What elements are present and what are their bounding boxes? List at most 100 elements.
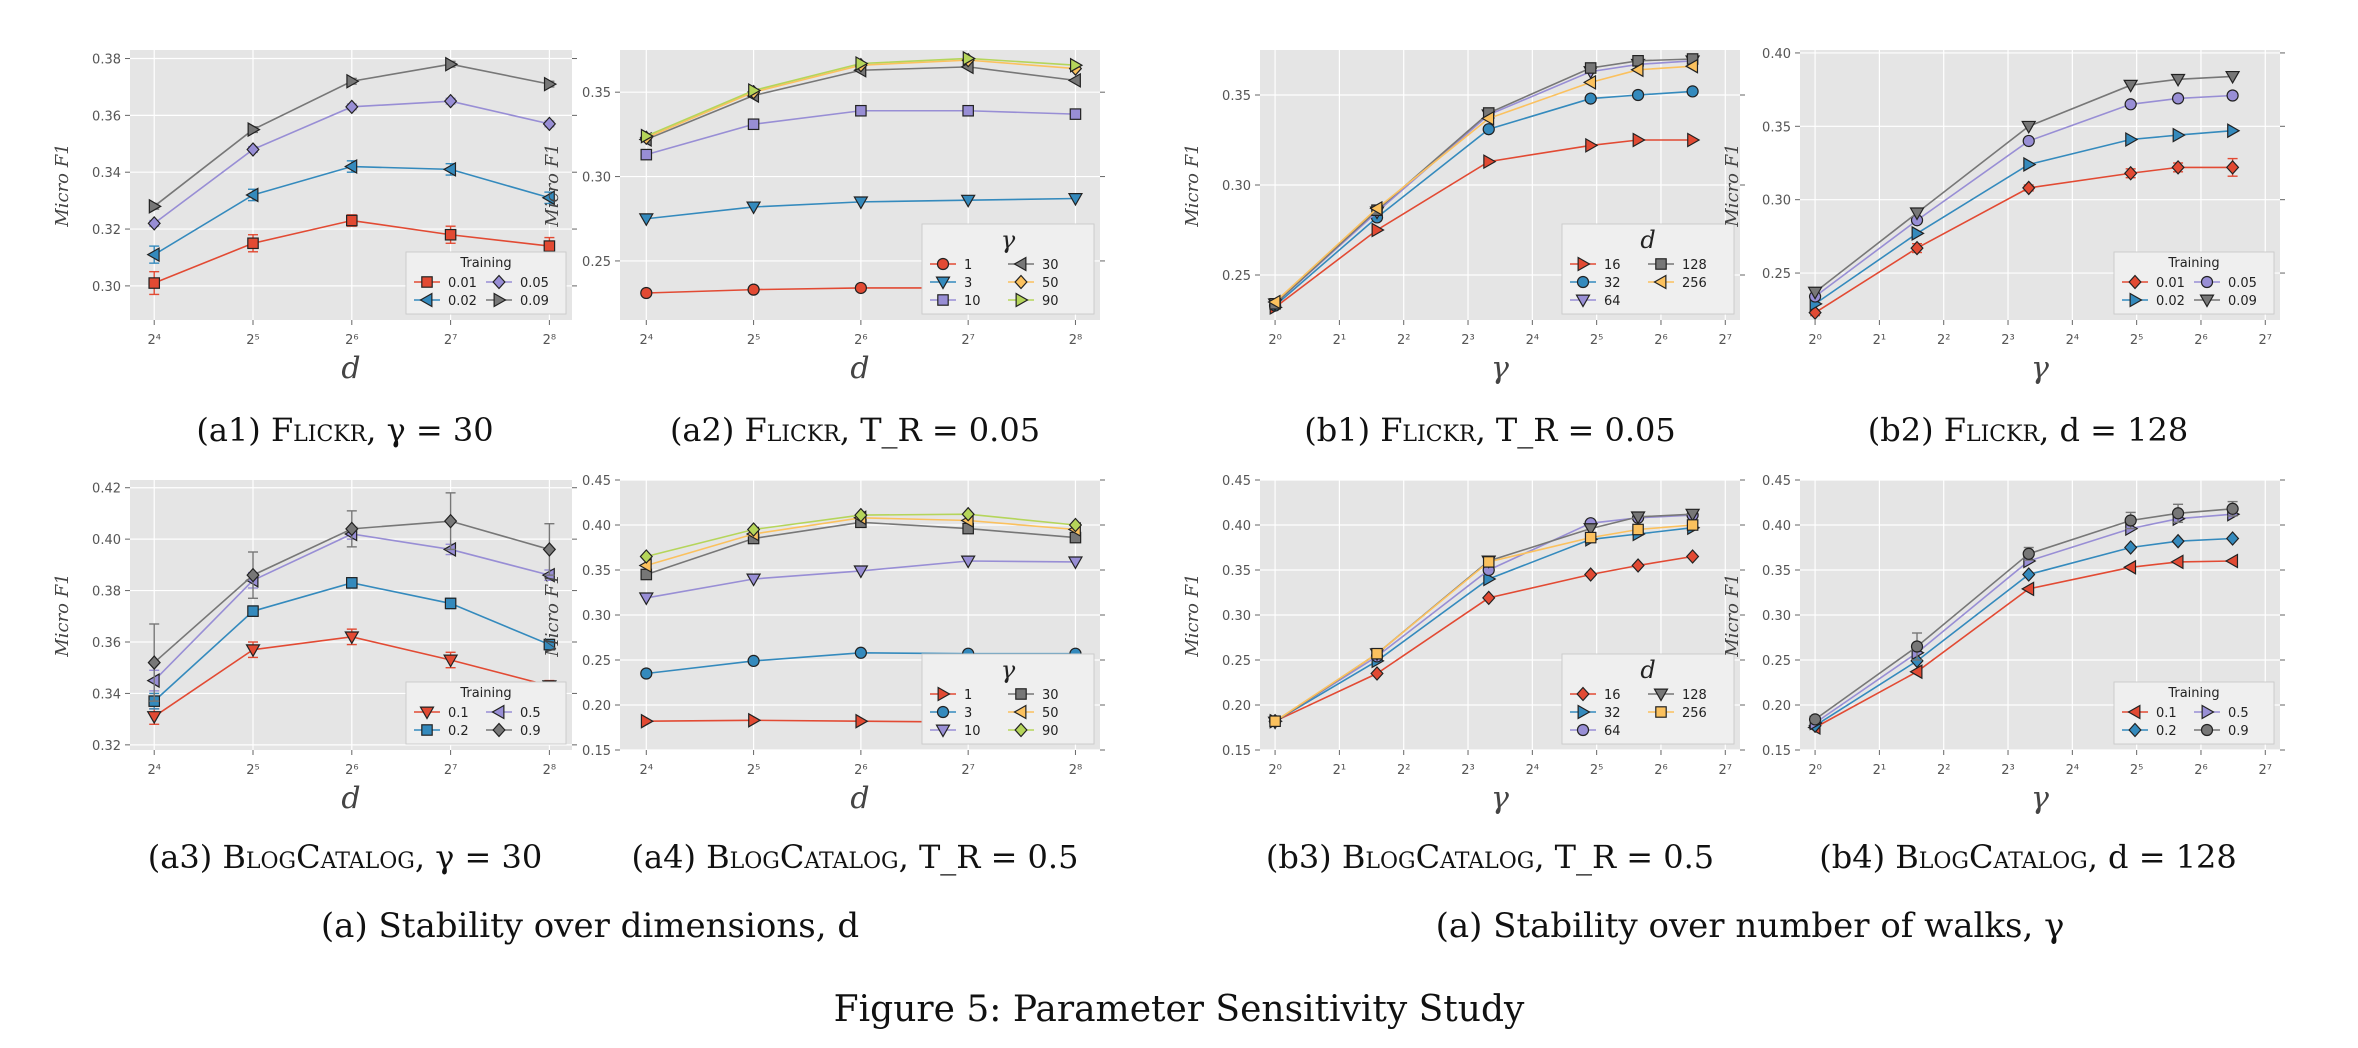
data-point <box>1585 137 1599 153</box>
series-90 <box>640 50 1084 144</box>
legend-entry: 128 <box>1648 258 1707 273</box>
legend-label: 256 <box>1682 706 1707 721</box>
data-point <box>1583 523 1599 537</box>
legend-label: 16 <box>1604 688 1621 703</box>
legend-title: Training <box>2167 686 2219 701</box>
legend-title: d <box>1640 226 1655 254</box>
legend-label: 30 <box>1042 688 1059 703</box>
data-point <box>443 93 458 109</box>
data-point <box>746 201 762 215</box>
y-tick-label: 0.30 <box>1222 609 1251 624</box>
data-point <box>638 213 654 227</box>
panel-caption-label: (a4) <box>632 838 707 876</box>
y-tick-label: 0.42 <box>92 482 121 497</box>
legend-entry: 32 <box>1570 704 1621 721</box>
series-line <box>1814 75 2233 293</box>
y-tick-label: 0.40 <box>582 519 611 534</box>
data-point <box>1910 640 1924 653</box>
data-point <box>2171 159 2185 175</box>
series-0.01 <box>148 214 556 296</box>
data-point <box>2225 70 2241 85</box>
y-tick-label: 0.45 <box>582 474 611 489</box>
data-point <box>345 99 359 115</box>
series-line <box>1274 90 1693 307</box>
legend-entry: 256 <box>1648 274 1707 291</box>
x-tick-label: 2¹ <box>1333 333 1346 348</box>
panel-caption-param: , T_R = 0.05 <box>840 411 1040 449</box>
panel-caption-param: , d = 128 <box>2088 838 2237 876</box>
data-point <box>442 161 457 177</box>
legend-entry: 3 <box>930 705 972 721</box>
series-line <box>1814 508 2233 721</box>
series-line <box>1274 58 1693 305</box>
data-point <box>246 142 260 157</box>
data-point <box>247 605 259 617</box>
legend-label: 30 <box>1042 258 1059 273</box>
series-line <box>1814 513 2233 724</box>
panel-caption-b1: (b1) Flickr, T_R = 0.05 <box>1304 411 1676 449</box>
series-line <box>1274 139 1693 309</box>
x-tick-label: 2⁸ <box>1069 763 1082 778</box>
legend-entry: 0.01 <box>414 276 477 291</box>
y-tick-label: 0.15 <box>582 744 611 759</box>
y-tick-label: 0.35 <box>1222 89 1251 104</box>
legend-entry: 0.2 <box>414 724 469 739</box>
data-point <box>746 522 761 537</box>
data-point <box>962 50 976 66</box>
chart-a3: 0.32 0.34 0.36 0.38 0.40 0.42 2⁴ 2⁵ 2⁶ 2⁷ 2⁸ d Micro… <box>52 480 577 876</box>
legend-marker <box>1655 258 1667 270</box>
x-axis-label: γ <box>2031 781 2049 816</box>
data-point <box>2226 502 2239 515</box>
x-tick-label: 2⁶ <box>854 763 867 778</box>
data-point <box>1482 556 1495 568</box>
data-point <box>1370 666 1384 681</box>
x-tick-label: 2³ <box>2001 333 2014 348</box>
legend-label: 0.01 <box>2156 276 2185 291</box>
legend-entry: 10 <box>930 724 981 739</box>
legend-label: 50 <box>1042 706 1059 721</box>
y-tick-label: 0.30 <box>582 171 611 186</box>
panel-caption-a1: (a1) Flickr, γ = 30 <box>196 411 493 449</box>
legend-entry: 0.9 <box>2194 723 2249 739</box>
x-tick-label: 2⁸ <box>1069 333 1082 348</box>
series-3 <box>638 193 1083 227</box>
data-point <box>1067 72 1081 88</box>
series-line <box>1274 555 1693 722</box>
series-256 <box>1269 519 1699 727</box>
series-line <box>1274 60 1693 305</box>
y-axis-label: Micro F1 <box>542 143 563 227</box>
legend-label: 0.09 <box>2228 294 2257 309</box>
legend: Training 0.1 0.2 0.5 0.9 <box>2113 681 2275 745</box>
legend-entry: 0.09 <box>2194 294 2257 309</box>
data-point <box>1481 110 1495 126</box>
data-point <box>1584 62 1597 74</box>
series-line <box>1814 94 2233 298</box>
legend: γ 1 3 10 30 50 90 <box>921 223 1095 315</box>
x-tick-label: 2² <box>1937 333 1950 348</box>
y-tick-label: 0.36 <box>92 109 121 124</box>
legend-marker <box>1576 723 1590 737</box>
data-point <box>960 194 976 208</box>
series-10 <box>640 104 1082 161</box>
data-point <box>1631 558 1645 573</box>
data-point <box>1369 200 1383 216</box>
legend-label: 1 <box>964 688 972 703</box>
data-point <box>542 542 557 557</box>
y-tick-label: 0.34 <box>92 687 121 702</box>
x-axis-label: γ <box>2031 351 2049 386</box>
legend-label: 0.1 <box>448 706 469 721</box>
data-point <box>444 228 457 241</box>
legend-label: 0.9 <box>2228 724 2249 739</box>
x-tick-label: 2⁵ <box>246 763 259 778</box>
data-point <box>1069 108 1082 120</box>
legend-box <box>921 653 1095 745</box>
data-point <box>2023 156 2037 172</box>
data-point <box>640 713 655 729</box>
data-point <box>2122 559 2137 575</box>
legend-entry: 30 <box>1008 256 1059 273</box>
data-point <box>1808 305 1822 321</box>
x-tick-label: 2⁵ <box>246 333 259 348</box>
legend-entry: 0.01 <box>2122 274 2185 291</box>
chart-a1: 0.30 0.32 0.34 0.36 0.38 2⁴ 2⁵ 2⁶ 2⁷ 2⁸ d Micro F1 T… <box>52 50 577 449</box>
series-line <box>1274 514 1693 722</box>
